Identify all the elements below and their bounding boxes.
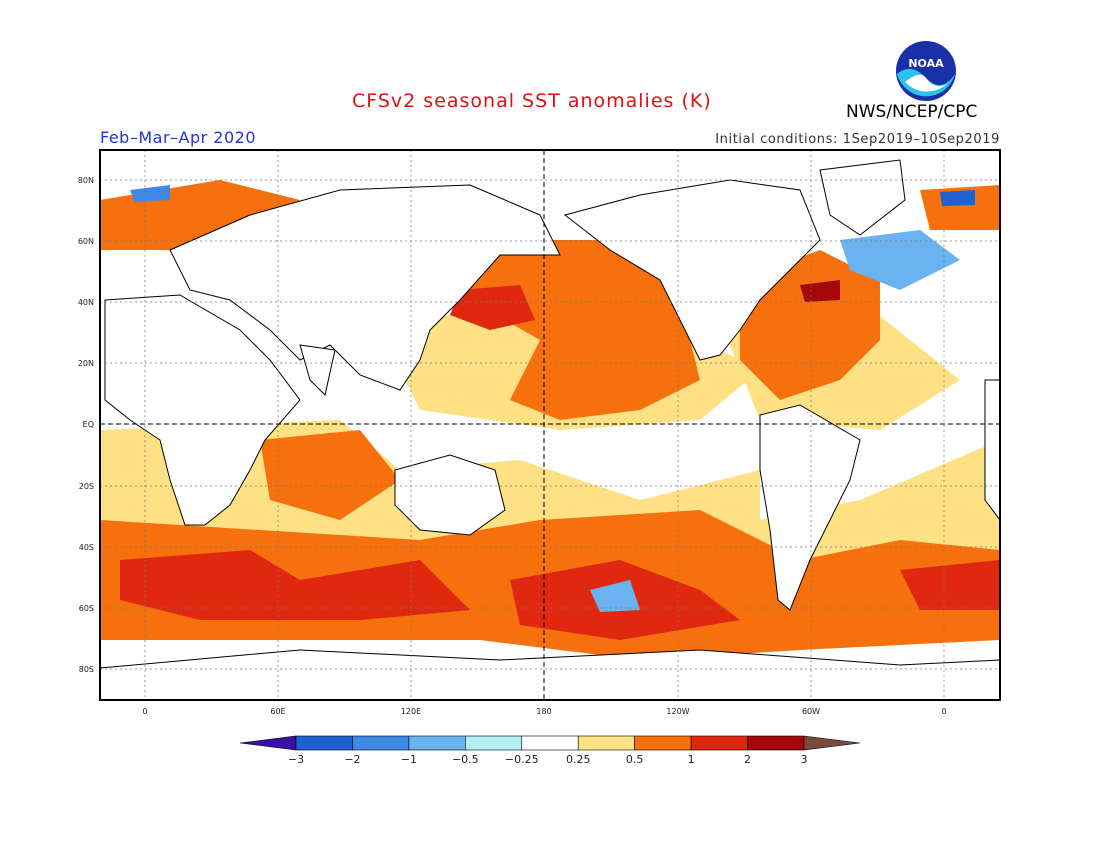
colorbar-segment	[408, 735, 466, 751]
graticule	[100, 150, 1000, 700]
lat-label: 80N	[78, 176, 94, 185]
lon-label: 0	[142, 707, 147, 716]
lat-label: 20S	[79, 482, 94, 491]
colorbar-segment	[521, 735, 579, 751]
colorbar-label: −2	[344, 753, 360, 766]
colorbar-segment	[577, 735, 635, 751]
colorbar-segment	[295, 735, 353, 751]
initial-conditions: Initial conditions: 1Sep2019–10Sep2019	[715, 132, 1000, 147]
map-frame	[99, 149, 1001, 701]
lat-label: 20N	[78, 359, 94, 368]
colorbar-label: −0.25	[505, 753, 539, 766]
lon-label: 60W	[802, 707, 820, 716]
noaa-logo: NOAA	[895, 40, 957, 102]
logo-text: NOAA	[908, 57, 944, 70]
colorbar-label: −3	[288, 753, 304, 766]
lat-label: 40N	[78, 298, 94, 307]
colorbar-label: 0.5	[626, 753, 644, 766]
continents	[100, 159, 1000, 700]
lon-label: 120W	[666, 707, 689, 716]
colorbar-label: 0.25	[566, 753, 591, 766]
colorbar-label: −1	[401, 753, 417, 766]
colorbar-segment	[352, 735, 410, 751]
colorbar-segment	[690, 735, 748, 751]
lat-label: EQ	[83, 420, 94, 429]
lat-label: 80S	[79, 665, 94, 674]
lat-label: 60S	[79, 604, 94, 613]
latitude-axis: 80N 60N 40N 20N EQ 20S 40S 60S 80S	[78, 176, 94, 674]
colorbar-segment	[803, 735, 861, 751]
colorbar-label: −0.5	[452, 753, 479, 766]
colorbar-label: 2	[744, 753, 751, 766]
colorbar-label: 3	[801, 753, 808, 766]
page-title: CFSv2 seasonal SST anomalies (K)	[352, 90, 712, 112]
equator-dateline	[100, 150, 1000, 700]
colorbar-segment	[239, 735, 297, 751]
lat-label: 60N	[78, 237, 94, 246]
lon-label: 120E	[401, 707, 421, 716]
longitude-axis: 0 60E 120E 180 120W 60W 0	[142, 707, 946, 716]
forecast-period: Feb–Mar–Apr 2020	[100, 128, 256, 147]
lon-label: 0	[941, 707, 946, 716]
colorbar-segment	[747, 735, 805, 751]
colorbar-segment	[634, 735, 692, 751]
lat-label: 40S	[79, 543, 94, 552]
lon-label: 60E	[270, 707, 285, 716]
colorbar: −3 −2 −1 −0.5 −0.25 0.25 0.5 1 2 3	[239, 735, 861, 766]
agency-label: NWS/NCEP/CPC	[846, 102, 978, 122]
lon-label: 180	[536, 707, 551, 716]
colorbar-label: 1	[688, 753, 695, 766]
colorbar-segment	[465, 735, 523, 751]
